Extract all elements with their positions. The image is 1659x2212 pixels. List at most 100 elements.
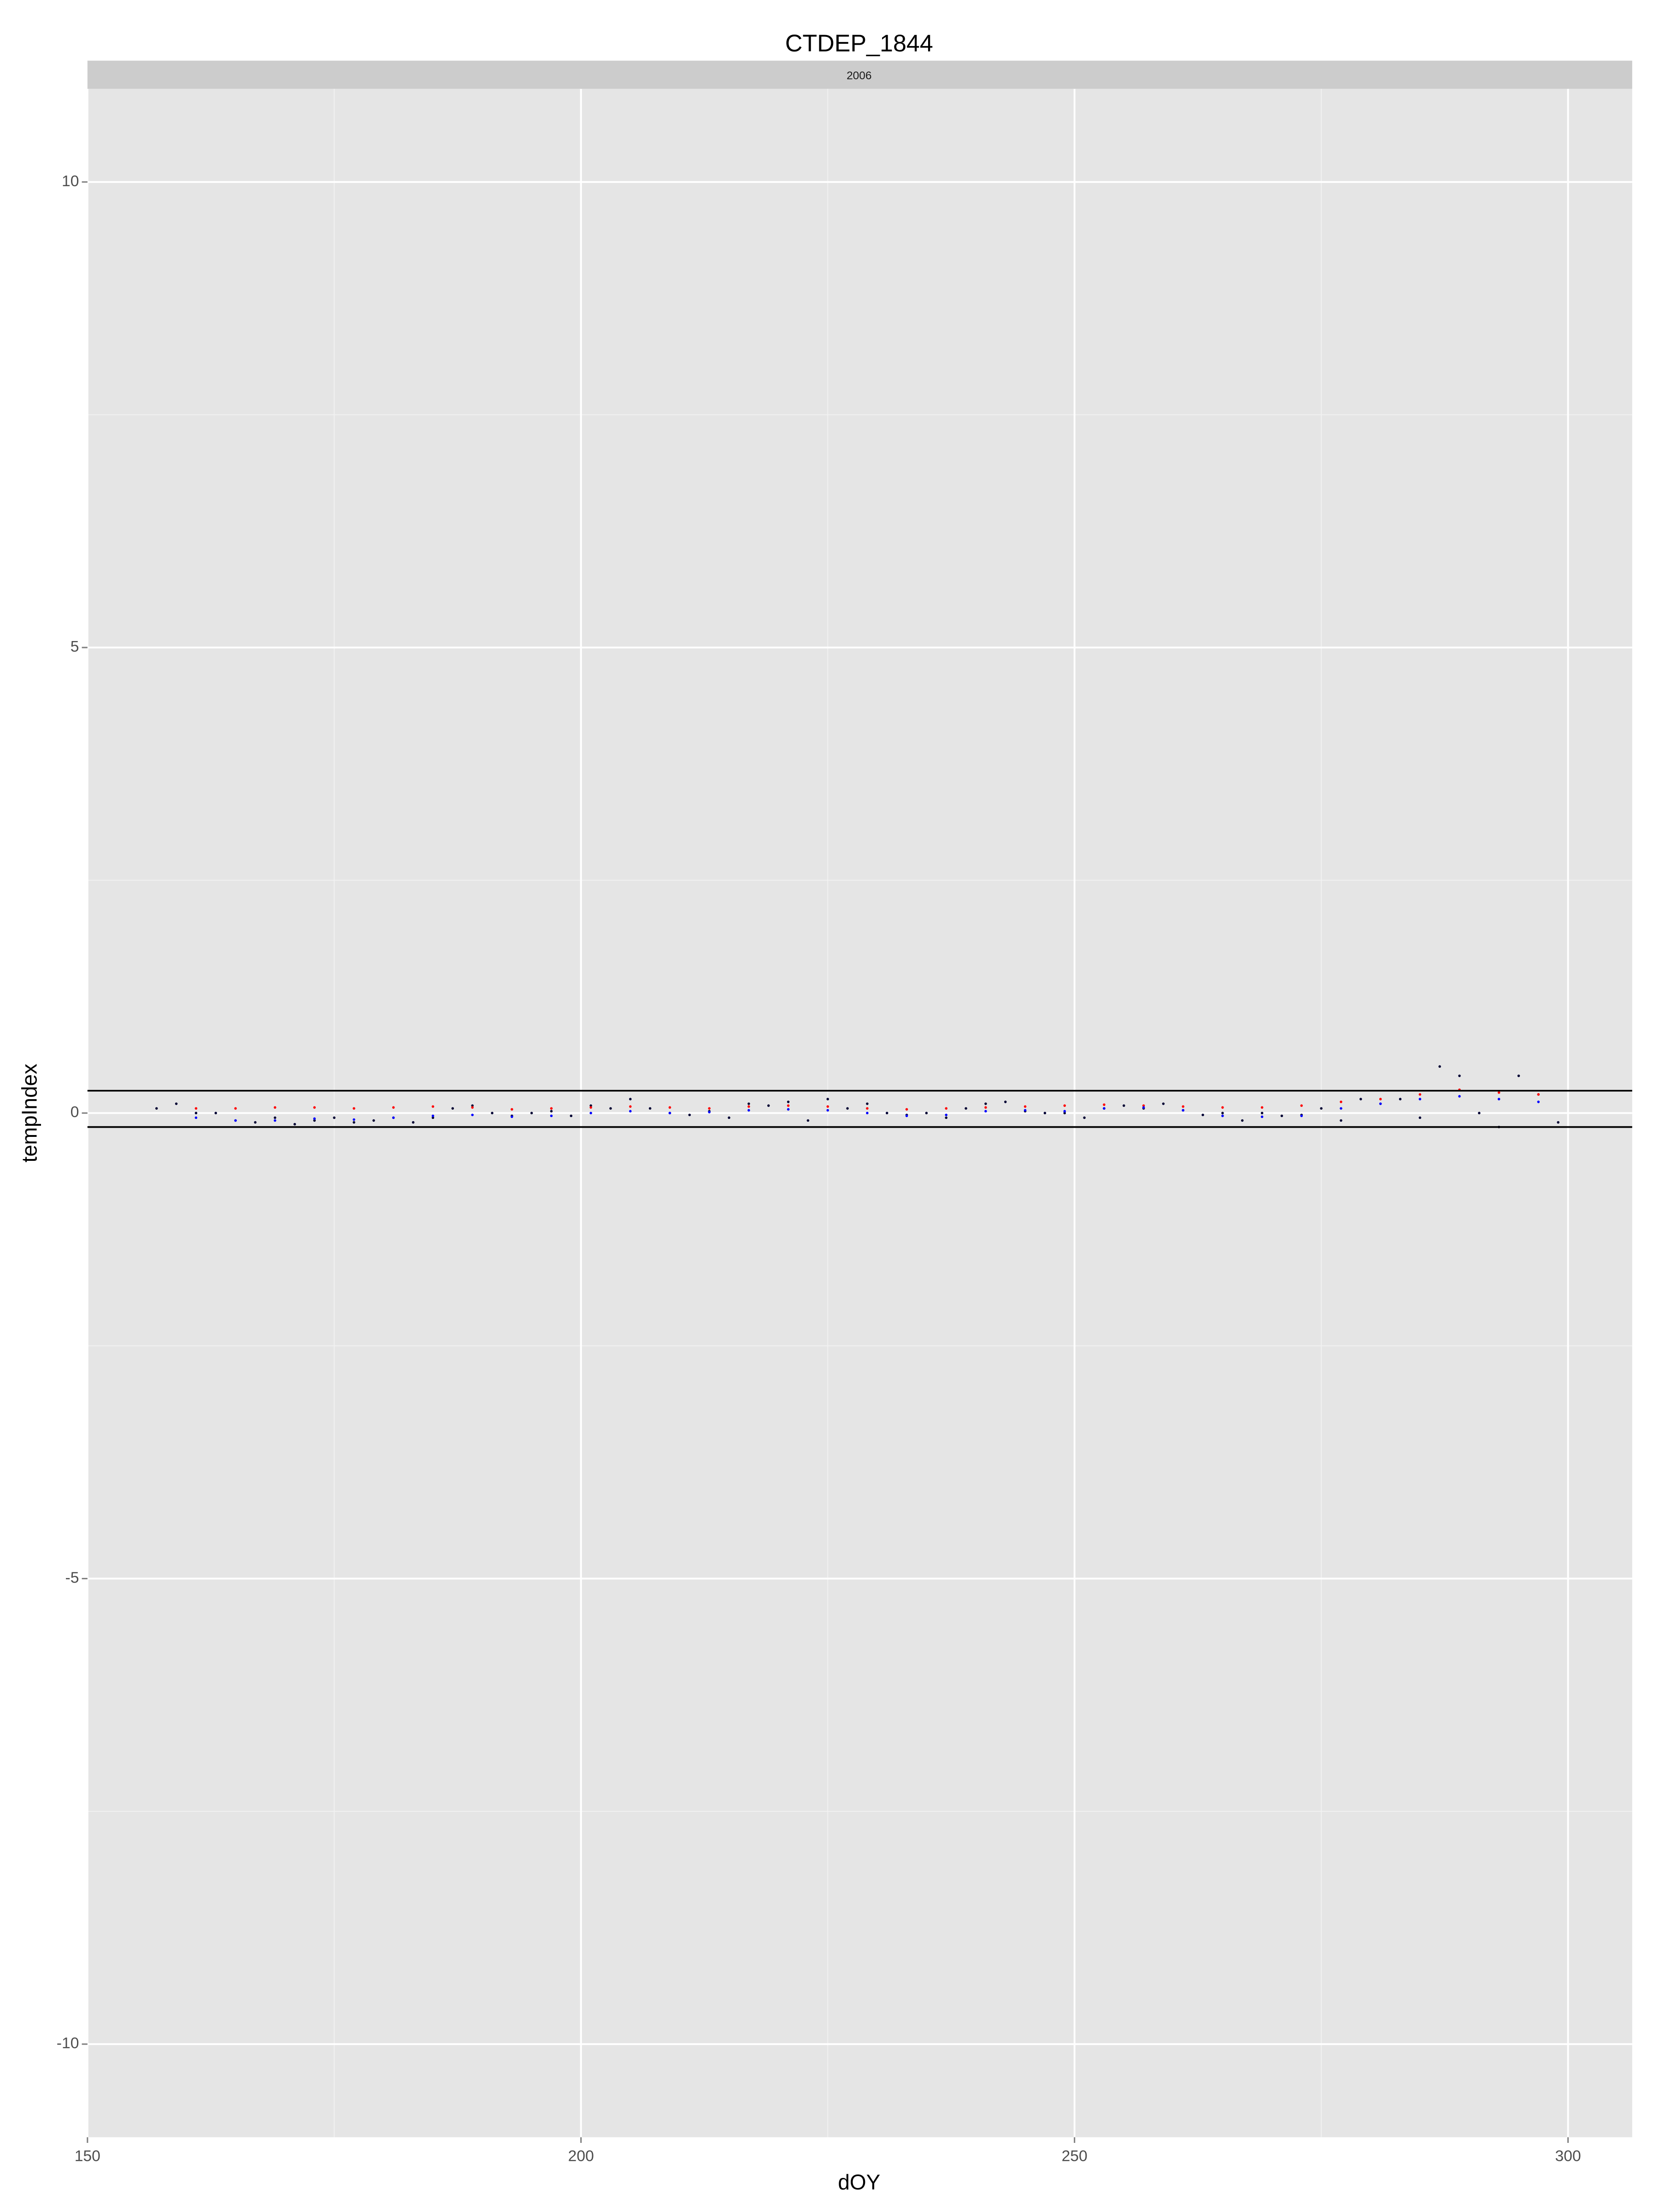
- point: [1142, 1104, 1145, 1107]
- point: [550, 1107, 553, 1110]
- point: [668, 1106, 671, 1109]
- facet-strip: [87, 60, 1632, 89]
- point: [945, 1107, 947, 1110]
- y-tick-label: -10: [57, 2035, 79, 2052]
- point: [1359, 1098, 1362, 1100]
- point: [945, 1113, 947, 1117]
- point: [511, 1108, 513, 1111]
- point: [1083, 1116, 1086, 1119]
- point: [589, 1112, 592, 1115]
- point: [194, 1107, 198, 1110]
- point: [925, 1112, 928, 1115]
- y-tick-label: -5: [65, 1569, 79, 1586]
- x-axis-label: dOY: [838, 2170, 880, 2194]
- point: [1221, 1114, 1224, 1118]
- point: [511, 1115, 513, 1118]
- point: [1182, 1109, 1185, 1112]
- point: [570, 1114, 573, 1118]
- point: [826, 1098, 829, 1100]
- point: [372, 1119, 375, 1122]
- point: [431, 1105, 435, 1108]
- point: [471, 1106, 474, 1109]
- x-tick-label: 150: [75, 2148, 100, 2165]
- y-tick-label: 10: [62, 173, 79, 190]
- point: [905, 1114, 908, 1118]
- point: [471, 1113, 474, 1117]
- x-tick-label: 200: [568, 2148, 594, 2165]
- point: [1497, 1098, 1500, 1100]
- point: [1103, 1107, 1106, 1110]
- point: [313, 1106, 316, 1109]
- point: [234, 1107, 237, 1110]
- point: [254, 1121, 257, 1124]
- point: [1063, 1112, 1066, 1115]
- point: [826, 1105, 829, 1108]
- point: [1182, 1105, 1185, 1108]
- point: [1497, 1091, 1500, 1094]
- point: [412, 1121, 415, 1124]
- point: [194, 1112, 198, 1115]
- point: [787, 1108, 790, 1111]
- point: [155, 1107, 158, 1110]
- point: [1340, 1100, 1342, 1103]
- point: [1418, 1098, 1422, 1100]
- point: [1260, 1106, 1264, 1109]
- point: [1241, 1119, 1244, 1122]
- point: [293, 1123, 296, 1126]
- point: [826, 1109, 829, 1112]
- y-tick-label: 5: [71, 638, 79, 655]
- point: [905, 1108, 908, 1111]
- point: [333, 1116, 336, 1119]
- point: [945, 1116, 947, 1119]
- point: [550, 1114, 553, 1118]
- point: [392, 1106, 395, 1109]
- point: [1379, 1098, 1382, 1100]
- point: [1024, 1105, 1027, 1108]
- point: [431, 1116, 435, 1119]
- point: [846, 1107, 849, 1110]
- point: [1280, 1114, 1283, 1118]
- point: [1379, 1102, 1382, 1105]
- point: [1300, 1114, 1303, 1118]
- point: [648, 1107, 652, 1110]
- point: [806, 1119, 810, 1122]
- point: [550, 1110, 553, 1113]
- point: [491, 1112, 494, 1115]
- point: [1537, 1100, 1540, 1103]
- y-tick-label: 0: [71, 1104, 79, 1121]
- point: [747, 1109, 750, 1112]
- point: [1043, 1112, 1047, 1115]
- point: [234, 1119, 237, 1122]
- point: [313, 1119, 316, 1122]
- point: [1201, 1113, 1204, 1117]
- point: [1063, 1104, 1066, 1107]
- point: [1004, 1100, 1007, 1103]
- point: [273, 1116, 276, 1119]
- x-tick-label: 250: [1062, 2148, 1088, 2165]
- point: [1162, 1102, 1165, 1105]
- point: [787, 1100, 790, 1103]
- point: [1458, 1095, 1461, 1098]
- point: [1320, 1107, 1323, 1110]
- point: [273, 1106, 276, 1109]
- point: [984, 1102, 987, 1105]
- point: [866, 1107, 869, 1110]
- point: [688, 1113, 691, 1117]
- point: [353, 1118, 355, 1121]
- point: [1418, 1116, 1422, 1119]
- point: [965, 1107, 967, 1110]
- point: [273, 1119, 276, 1122]
- point: [1557, 1121, 1559, 1124]
- point: [353, 1107, 355, 1110]
- point: [708, 1107, 711, 1110]
- point: [728, 1116, 730, 1119]
- point: [214, 1112, 217, 1115]
- point: [392, 1116, 395, 1119]
- point: [668, 1112, 671, 1115]
- point: [984, 1110, 987, 1113]
- point: [1438, 1065, 1441, 1068]
- point: [1340, 1119, 1342, 1122]
- facet-label: 2006: [847, 70, 871, 82]
- point: [194, 1116, 198, 1119]
